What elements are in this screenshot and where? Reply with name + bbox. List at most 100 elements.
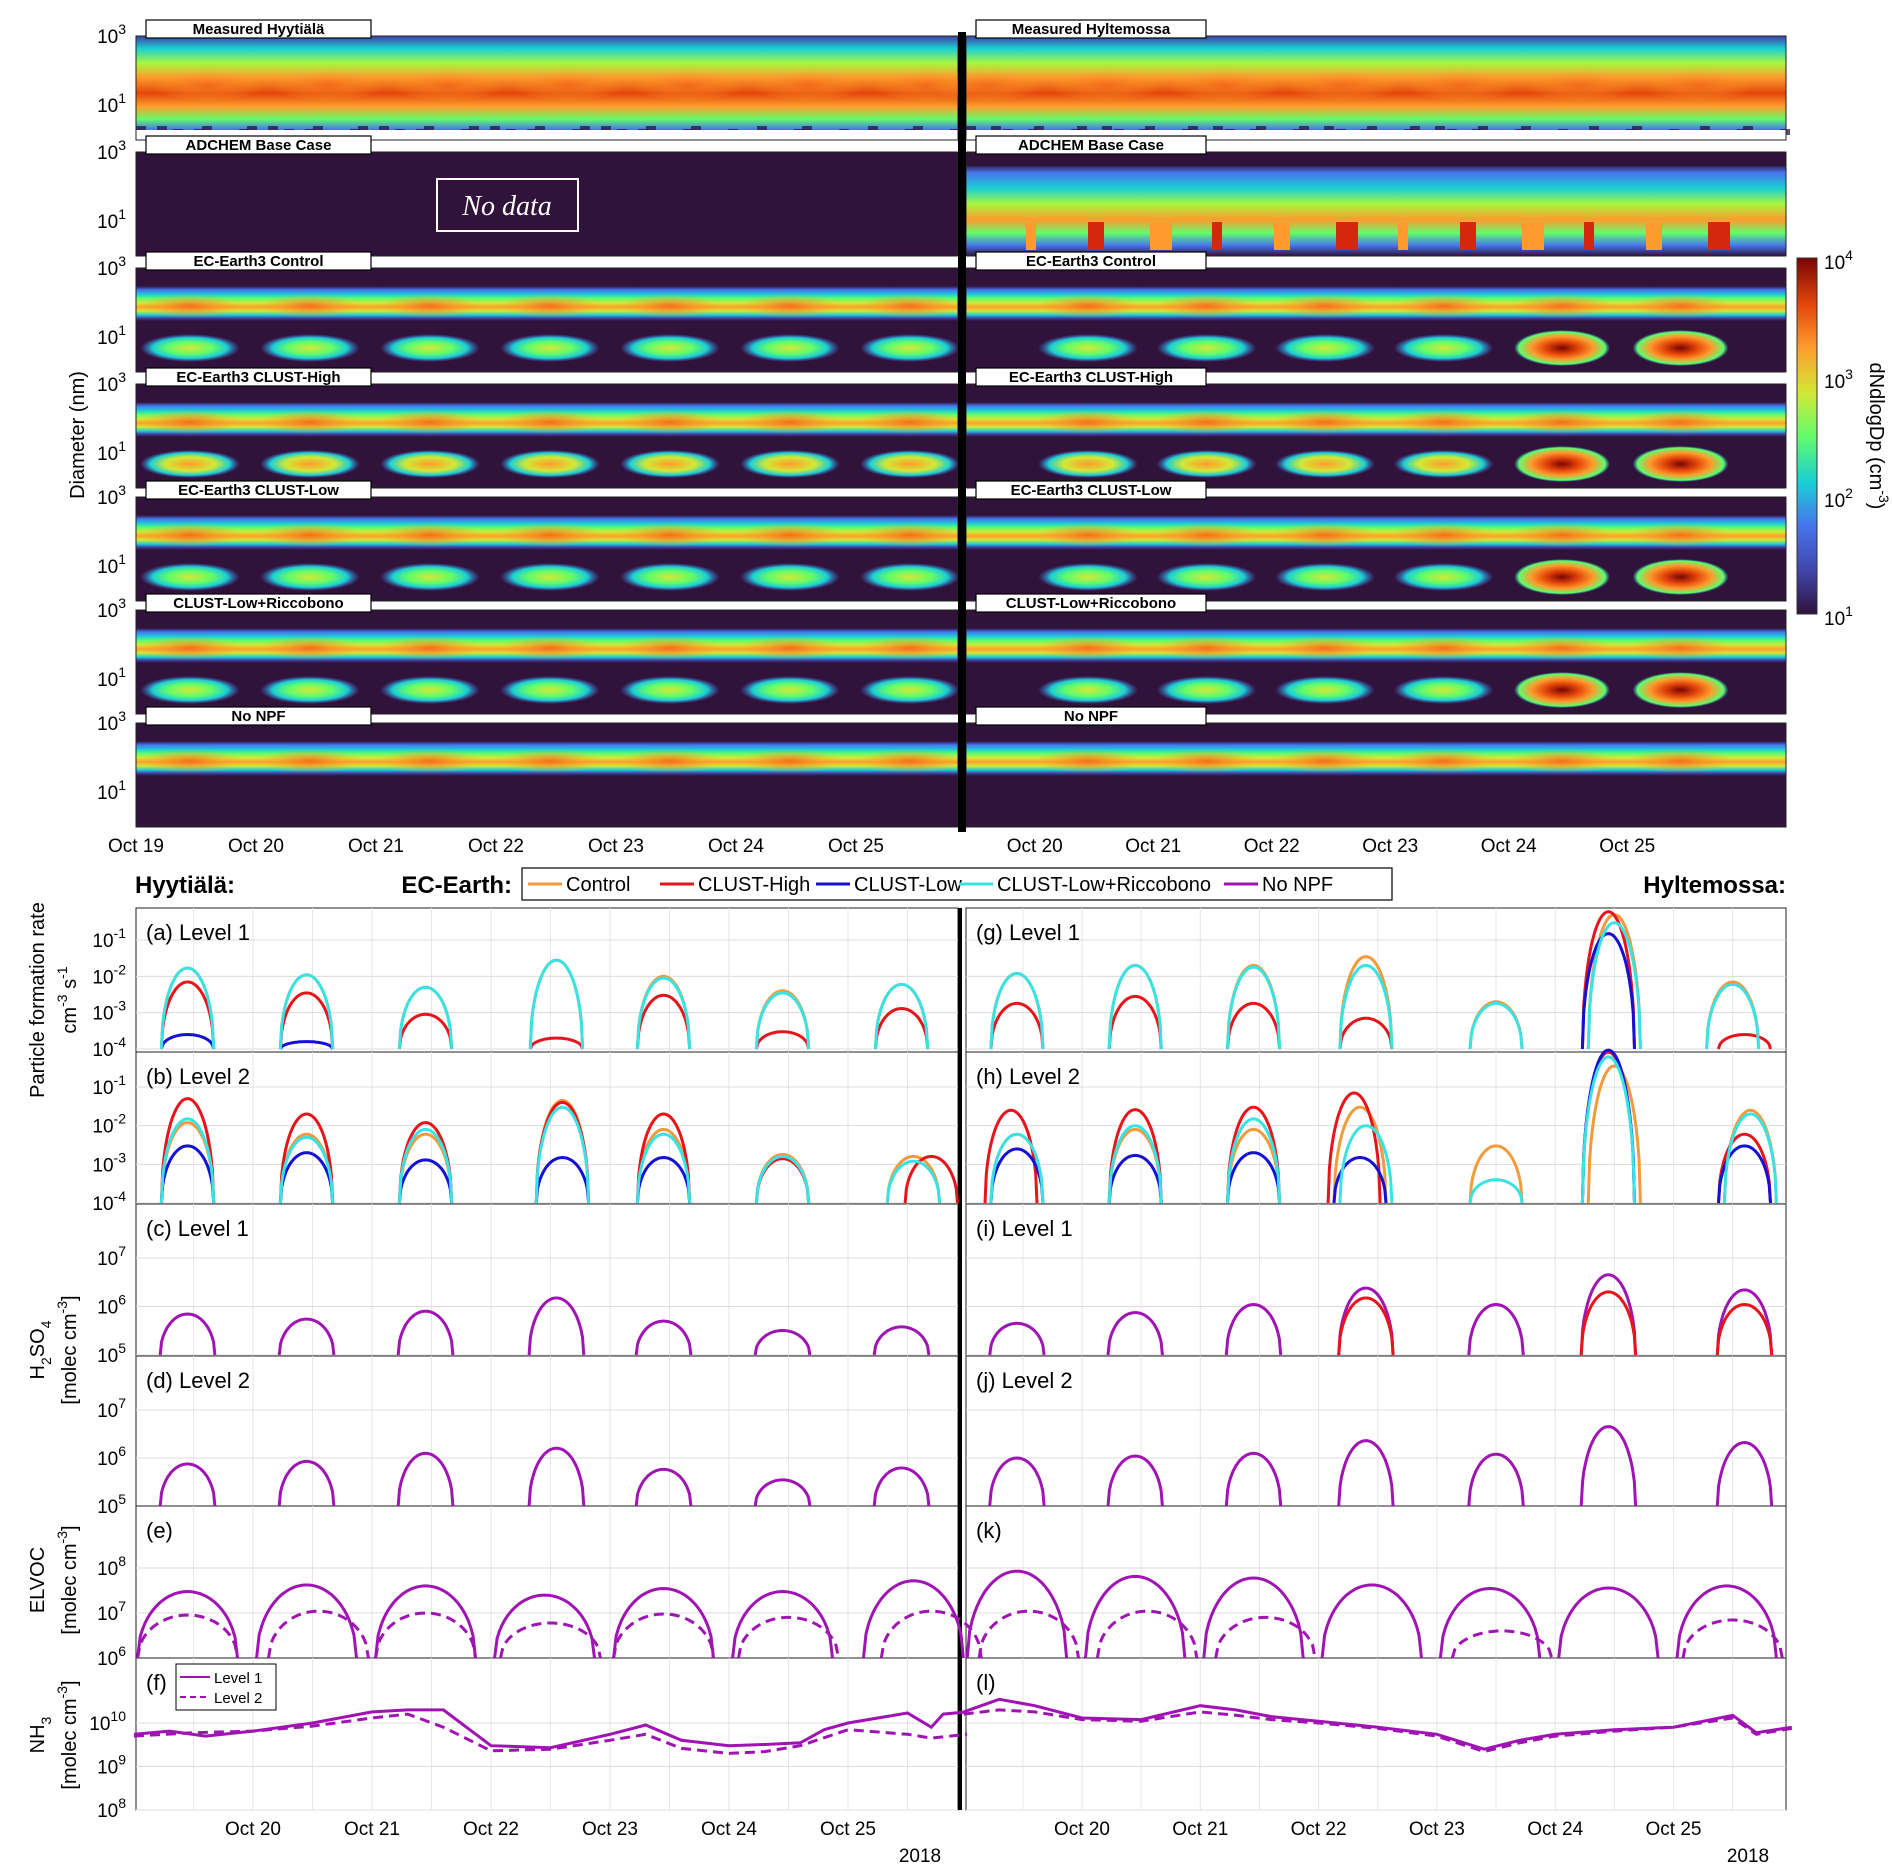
noise-cell bbox=[1521, 126, 1531, 132]
y-tick-label: 106 bbox=[97, 1292, 126, 1319]
nucleation-blob bbox=[140, 334, 240, 362]
nucleation-blob bbox=[1275, 676, 1376, 704]
noise-cell bbox=[1256, 126, 1266, 132]
panel-right-3: EC-Earth3 CLUST-High bbox=[965, 367, 1787, 489]
panel-title: Measured Hyytiälä bbox=[193, 21, 325, 38]
series-line-clust-low bbox=[534, 1155, 591, 1204]
nucleation-blob bbox=[620, 563, 720, 591]
y-tick-label: 106 bbox=[97, 1643, 126, 1670]
nucleation-blob bbox=[1038, 450, 1139, 478]
panel-label: (g) Level 1 bbox=[976, 920, 1080, 945]
series-line-clust-low-riccobono bbox=[989, 971, 1045, 1050]
event-blob bbox=[1524, 70, 1635, 102]
warm-band bbox=[1510, 636, 1615, 660]
series-line-no-npf bbox=[988, 1321, 1046, 1356]
x-tick-label: Oct 22 bbox=[1291, 1819, 1347, 1840]
nucleation-blob bbox=[1275, 334, 1376, 362]
y-tick-label: 10-1 bbox=[92, 925, 126, 952]
nucleation-blob bbox=[1514, 559, 1611, 595]
y-tick-label: 107 bbox=[97, 1243, 126, 1270]
noise-cell bbox=[313, 126, 323, 132]
nucleation-blob bbox=[1632, 330, 1729, 366]
series-line-clust-high bbox=[1580, 910, 1636, 1050]
y-tick-label: 103 bbox=[97, 21, 126, 48]
panel-frame bbox=[965, 1203, 1787, 1357]
noise-cell bbox=[1743, 126, 1753, 132]
warm-band bbox=[1154, 410, 1259, 434]
nucleation-blob bbox=[740, 563, 840, 591]
series-line-no-npf bbox=[1467, 1302, 1525, 1356]
series-line-level-1 bbox=[374, 1584, 477, 1659]
y-tick-label: 108 bbox=[97, 1795, 126, 1822]
x-tick-label: Oct 20 bbox=[225, 1819, 281, 1840]
y-tick-label: 101 bbox=[97, 90, 126, 117]
h2so4-units: [molec cm-3] bbox=[54, 1295, 81, 1404]
y-tick-label: 101 bbox=[97, 322, 126, 349]
series-line-clust-low bbox=[159, 1032, 216, 1050]
panel-left-3: EC-Earth3 CLUST-High bbox=[135, 367, 962, 489]
warm-band bbox=[1273, 636, 1378, 660]
noise-cell bbox=[991, 126, 1001, 132]
panel-left-6: No NPF bbox=[135, 706, 962, 828]
x-tick-label: Oct 25 bbox=[1646, 1819, 1702, 1840]
nucleation-blob bbox=[740, 334, 840, 362]
nucleation-blob bbox=[140, 676, 240, 704]
nh3-legend-box bbox=[175, 1663, 277, 1711]
y-tick-label: 10-2 bbox=[92, 961, 126, 988]
panel-frame bbox=[135, 1051, 959, 1205]
panel-frame bbox=[135, 907, 959, 1053]
panel-left-1: No data ADCHEM Base Case bbox=[135, 135, 959, 257]
panel-title: EC-Earth3 CLUST-Low bbox=[1011, 482, 1172, 499]
noise-cell bbox=[1700, 126, 1710, 132]
nh3-level1-line bbox=[133, 1708, 968, 1750]
panel-title: ADCHEM Base Case bbox=[186, 137, 332, 154]
noise-cell bbox=[1034, 126, 1044, 132]
event-blob bbox=[1406, 70, 1517, 102]
warm-band bbox=[378, 410, 482, 434]
x-tick-label: Oct 25 bbox=[820, 1819, 876, 1840]
y-tick-label: 101 bbox=[97, 438, 126, 465]
panel-title: No NPF bbox=[1064, 708, 1118, 725]
panel-label: (j) Level 2 bbox=[976, 1368, 1073, 1393]
noise-cell bbox=[601, 126, 611, 132]
series-line-clust-low-riccobono bbox=[873, 982, 930, 1050]
series-line-level-1 bbox=[1438, 1586, 1542, 1659]
nucleation-blob bbox=[1393, 334, 1494, 362]
warm-band bbox=[1391, 523, 1496, 547]
nucleation-blob bbox=[1038, 563, 1139, 591]
nucleation-blob bbox=[260, 563, 360, 591]
series-line-level-1 bbox=[1202, 1576, 1305, 1659]
warm-band bbox=[1391, 410, 1496, 434]
series-line-no-npf bbox=[1579, 1425, 1638, 1507]
row-1-left: (b) Level 2 bbox=[135, 1051, 959, 1205]
event-blob bbox=[1643, 70, 1754, 102]
series-line-level-1 bbox=[1675, 1584, 1778, 1659]
series-line-no-npf bbox=[158, 1462, 217, 1507]
panel-title-box bbox=[145, 19, 372, 39]
h2so4-ylabel: H2SO4 bbox=[27, 1320, 54, 1379]
noise-cell bbox=[691, 126, 701, 132]
no-data-background bbox=[136, 152, 958, 256]
nh3-legend-label: Level 2 bbox=[214, 1690, 262, 1707]
warm-band bbox=[1510, 749, 1615, 773]
noise-cell bbox=[1589, 126, 1599, 132]
series-line-clust-low bbox=[1226, 1151, 1282, 1204]
adchem-bar bbox=[1584, 222, 1594, 250]
series-line-no-npf bbox=[1106, 1311, 1164, 1356]
legend-label: CLUST-Low bbox=[854, 874, 962, 896]
series-line-clust-low-riccobono bbox=[1107, 1124, 1163, 1204]
series-line-clust-high bbox=[1107, 994, 1163, 1050]
nucleation-blob bbox=[1038, 334, 1139, 362]
adchem-bar bbox=[1708, 222, 1730, 250]
series-line-no-npf bbox=[872, 1325, 931, 1356]
series-line-control bbox=[1586, 1064, 1642, 1204]
series-line-no-npf bbox=[277, 1459, 336, 1507]
adchem-bar bbox=[1088, 222, 1104, 250]
nucleation-blob bbox=[620, 450, 720, 478]
nucleation-blob bbox=[1514, 330, 1611, 366]
panel-left-0: Measured Hyytiälä bbox=[135, 19, 983, 141]
legend-label: Control bbox=[566, 874, 630, 896]
noise-cell bbox=[1367, 126, 1377, 132]
warm-band bbox=[1628, 410, 1733, 434]
nucleation-blob bbox=[860, 563, 960, 591]
